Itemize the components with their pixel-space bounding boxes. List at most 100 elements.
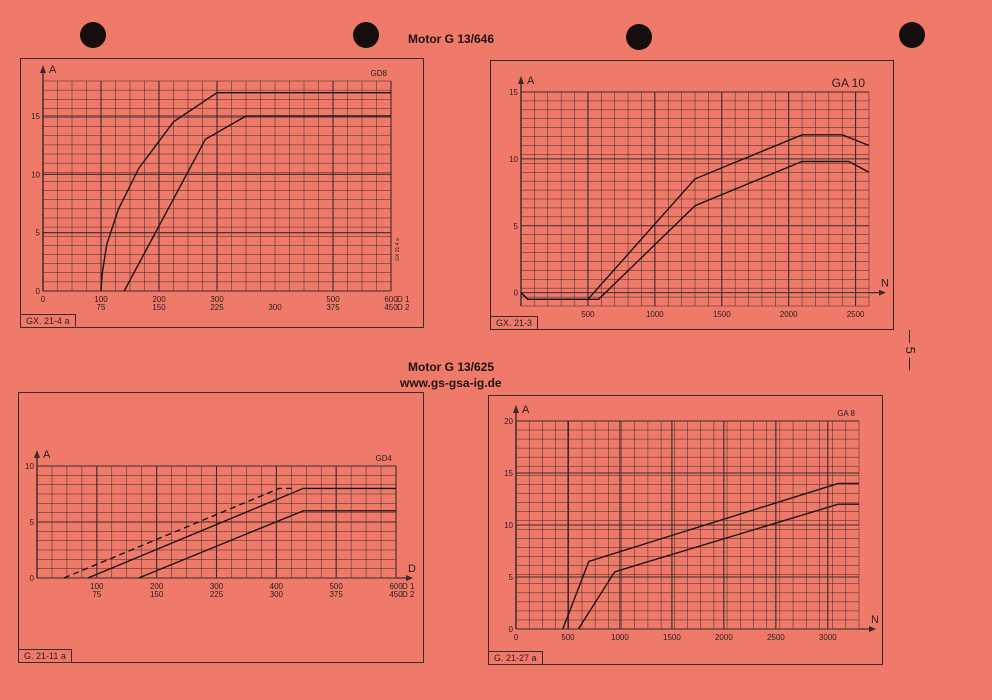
website-url[interactable]: www.gs-gsa-ig.de bbox=[400, 376, 502, 390]
y-tick-label: 0 bbox=[36, 287, 41, 296]
x-tick-label-secondary: 75 bbox=[97, 303, 106, 312]
y-tick-label: 10 bbox=[504, 521, 513, 530]
series-line-1 bbox=[562, 482, 859, 630]
x-tick-label: 600 bbox=[384, 295, 398, 304]
x-tick-label: 1500 bbox=[663, 633, 681, 642]
x-tick-label: 1000 bbox=[611, 633, 629, 642]
x-tick-label: 200 bbox=[152, 295, 166, 304]
chart-panel-gx-21-4a: 0 5 10 15 0 100 200 300 500 600 75 150 225 300 375 450 D… bbox=[20, 58, 424, 328]
chart-panel-gx-21-3: 0 5 10 15 500 1000 1500 2000 2500 A N GA 10 GX. 21-… bbox=[490, 60, 894, 330]
figure-tag: G. 21-11 a bbox=[18, 649, 72, 663]
y-tick-label: 15 bbox=[509, 88, 518, 97]
x-tick-label-secondary: 375 bbox=[329, 590, 343, 599]
x-tick-label-secondary: 450 bbox=[384, 303, 398, 312]
figure-tag: GX. 21-4 a bbox=[20, 314, 76, 328]
x-tick-label: 400 bbox=[270, 582, 284, 591]
x-tick-label: 2000 bbox=[715, 633, 733, 642]
chart-title: GA 8 bbox=[837, 409, 855, 418]
chart-gx-21-3: 0 5 10 15 500 1000 1500 2000 2500 A N GA 10 bbox=[509, 75, 889, 319]
page-title-top: Motor G 13/646 bbox=[408, 32, 495, 46]
y-tick-label: 5 bbox=[36, 229, 41, 238]
y-axis-arrow bbox=[518, 76, 524, 84]
chart-panel-g-21-27a: 0 5 10 15 20 0 500 1000 1500 2000 2500 3000 A N GA 8 G… bbox=[488, 395, 883, 665]
chart-title: GA 10 bbox=[832, 76, 866, 90]
x-tick-label: 1500 bbox=[713, 310, 731, 319]
figure-tag: G. 21-27 a bbox=[488, 651, 543, 665]
y-axis-arrow bbox=[513, 405, 519, 413]
x-axis-arrow bbox=[869, 626, 876, 632]
punch-hole-2 bbox=[353, 22, 379, 48]
x-tick-label: 100 bbox=[94, 295, 108, 304]
x-tick-label: 600 bbox=[389, 582, 403, 591]
x-axis-label: N bbox=[881, 278, 889, 290]
x-tick-label: 0 bbox=[41, 295, 46, 304]
x-tick-label: 2500 bbox=[847, 310, 865, 319]
x-scale-label-d1: D 1 bbox=[397, 295, 410, 304]
series-line-2 bbox=[123, 115, 391, 292]
series-line-1 bbox=[63, 487, 295, 579]
x-axis-arrow bbox=[879, 289, 886, 296]
chart-g-21-27a: 0 5 10 15 20 0 500 1000 1500 2000 2500 3000 A N GA 8 bbox=[504, 404, 879, 642]
y-axis-label: A bbox=[43, 449, 51, 461]
x-tick-label-secondary: 150 bbox=[150, 590, 164, 599]
x-tick-label-secondary: 300 bbox=[268, 303, 282, 312]
x-tick-label: 500 bbox=[581, 310, 595, 319]
x-tick-label-secondary: 225 bbox=[210, 303, 224, 312]
x-tick-label: 3000 bbox=[819, 633, 837, 642]
x-axis-label: D bbox=[408, 563, 416, 575]
x-tick-label-secondary: 375 bbox=[326, 303, 340, 312]
series-line-2 bbox=[87, 487, 396, 579]
chart-title: GD4 bbox=[376, 454, 393, 463]
x-tick-label: 200 bbox=[150, 582, 164, 591]
x-tick-label-secondary: 450 bbox=[389, 590, 403, 599]
y-axis-arrow bbox=[34, 450, 40, 458]
x-tick-label: 0 bbox=[514, 633, 519, 642]
y-tick-label: 0 bbox=[514, 289, 519, 298]
y-tick-label: 10 bbox=[31, 170, 40, 179]
x-scale-label-d1: D 1 bbox=[402, 582, 415, 591]
y-tick-label: 15 bbox=[504, 469, 513, 478]
x-axis-label: N bbox=[871, 614, 879, 626]
x-tick-label: 300 bbox=[210, 295, 224, 304]
grid bbox=[42, 80, 392, 292]
x-axis-arrow bbox=[406, 575, 413, 581]
x-scale-label-d2: D 2 bbox=[397, 303, 410, 312]
y-axis-label: A bbox=[522, 404, 530, 416]
side-note: GX 21-4 a bbox=[395, 238, 401, 261]
y-axis-arrow bbox=[40, 65, 46, 73]
y-tick-label: 0 bbox=[509, 625, 514, 634]
series-line-2 bbox=[520, 160, 870, 301]
y-tick-label: 0 bbox=[30, 574, 35, 583]
punch-hole-3 bbox=[626, 24, 652, 50]
y-tick-label: 20 bbox=[504, 417, 513, 426]
y-tick-label: 15 bbox=[31, 112, 40, 121]
series-line-2 bbox=[577, 503, 859, 630]
figure-tag: GX. 21-3 bbox=[490, 316, 539, 330]
x-tick-label: 500 bbox=[329, 582, 343, 591]
x-tick-label: 500 bbox=[561, 633, 575, 642]
x-tick-label: 100 bbox=[90, 582, 104, 591]
series-line-3 bbox=[138, 510, 396, 579]
punch-hole-4 bbox=[899, 22, 925, 48]
punch-hole-1 bbox=[80, 22, 106, 48]
chart-title: GD8 bbox=[371, 69, 388, 78]
x-tick-label-secondary: 225 bbox=[210, 590, 224, 599]
y-tick-label: 5 bbox=[514, 222, 519, 231]
grid bbox=[36, 465, 397, 579]
x-tick-label: 500 bbox=[326, 295, 340, 304]
y-tick-label: 5 bbox=[509, 573, 514, 582]
y-tick-label: 10 bbox=[25, 462, 34, 471]
y-axis-label: A bbox=[49, 64, 57, 76]
page-number: — 5 — bbox=[903, 330, 918, 371]
y-tick-label: 10 bbox=[509, 155, 518, 164]
x-tick-label: 300 bbox=[210, 582, 224, 591]
x-tick-label-secondary: 150 bbox=[152, 303, 166, 312]
grid bbox=[515, 420, 860, 630]
y-axis-label: A bbox=[527, 75, 535, 87]
x-tick-label-secondary: 300 bbox=[270, 590, 284, 599]
y-tick-label: 5 bbox=[30, 518, 35, 527]
grid bbox=[520, 91, 870, 307]
x-tick-label: 1000 bbox=[646, 310, 664, 319]
